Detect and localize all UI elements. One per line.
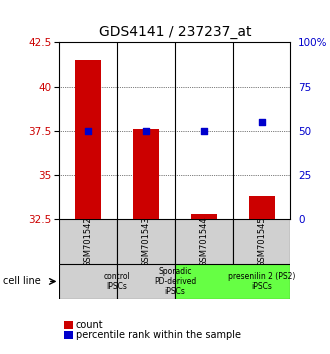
Text: GSM701544: GSM701544 <box>199 216 208 267</box>
Text: GSM701542: GSM701542 <box>84 216 93 267</box>
Bar <box>117 219 175 264</box>
Text: control
IPSCs: control IPSCs <box>104 272 131 291</box>
Bar <box>64 331 73 339</box>
Text: cell line: cell line <box>3 276 41 286</box>
Text: GSM701545: GSM701545 <box>257 216 266 267</box>
Bar <box>75 60 101 219</box>
Title: GDS4141 / 237237_at: GDS4141 / 237237_at <box>99 25 251 39</box>
Bar <box>59 264 117 299</box>
Text: percentile rank within the sample: percentile rank within the sample <box>76 330 241 340</box>
Bar <box>64 321 73 329</box>
Bar <box>59 219 117 264</box>
Bar <box>191 214 217 219</box>
Point <box>201 128 207 134</box>
Point <box>143 128 148 134</box>
Point <box>85 128 91 134</box>
Text: count: count <box>76 320 104 330</box>
Text: presenilin 2 (PS2)
iPSCs: presenilin 2 (PS2) iPSCs <box>228 272 295 291</box>
Bar <box>117 264 175 299</box>
Bar <box>175 219 233 264</box>
Bar <box>233 219 290 264</box>
Point <box>259 119 264 125</box>
Bar <box>175 264 290 299</box>
Bar <box>133 129 159 219</box>
Text: GSM701543: GSM701543 <box>142 216 150 267</box>
Text: Sporadic
PD-derived
iPSCs: Sporadic PD-derived iPSCs <box>154 267 196 296</box>
Bar <box>248 196 275 219</box>
